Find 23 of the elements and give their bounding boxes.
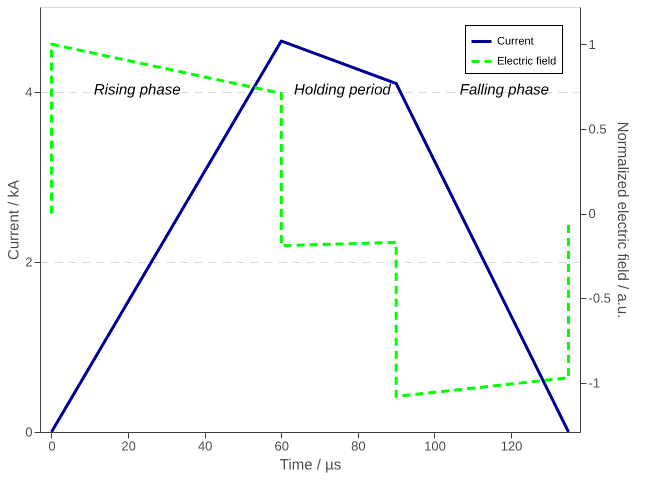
legend-label: Electric field — [497, 56, 556, 68]
y2-tick-label: 1 — [588, 36, 596, 52]
x-tick-label: 0 — [48, 438, 56, 454]
y-tick-label: 2 — [25, 254, 32, 270]
x-axis-title: Time / µs — [280, 456, 342, 474]
y2-tick-label: -1 — [588, 375, 600, 390]
x-tick-label: 120 — [500, 438, 522, 454]
x-tick-label: 80 — [351, 438, 366, 454]
y-axis-title: Current / kA — [5, 180, 22, 260]
annotation: Holding period — [294, 82, 392, 99]
y-tick-label: 0 — [25, 424, 32, 440]
x-tick-label: 60 — [274, 438, 290, 454]
y2-tick-label: -0.5 — [588, 290, 611, 306]
y2-tick-label: 0 — [588, 206, 596, 222]
legend-label: Current — [497, 36, 534, 48]
annotation: Falling phase — [460, 82, 550, 99]
x-tick-label: 100 — [424, 438, 446, 454]
annotation: Rising phase — [94, 82, 181, 99]
x-tick-label: 20 — [121, 438, 136, 454]
y2-tick-label: 0.5 — [588, 121, 607, 136]
y-tick-label: 4 — [25, 84, 32, 100]
y2-axis-title: Normalized electric field / a.u. — [614, 122, 631, 318]
x-tick-label: 40 — [198, 438, 212, 454]
